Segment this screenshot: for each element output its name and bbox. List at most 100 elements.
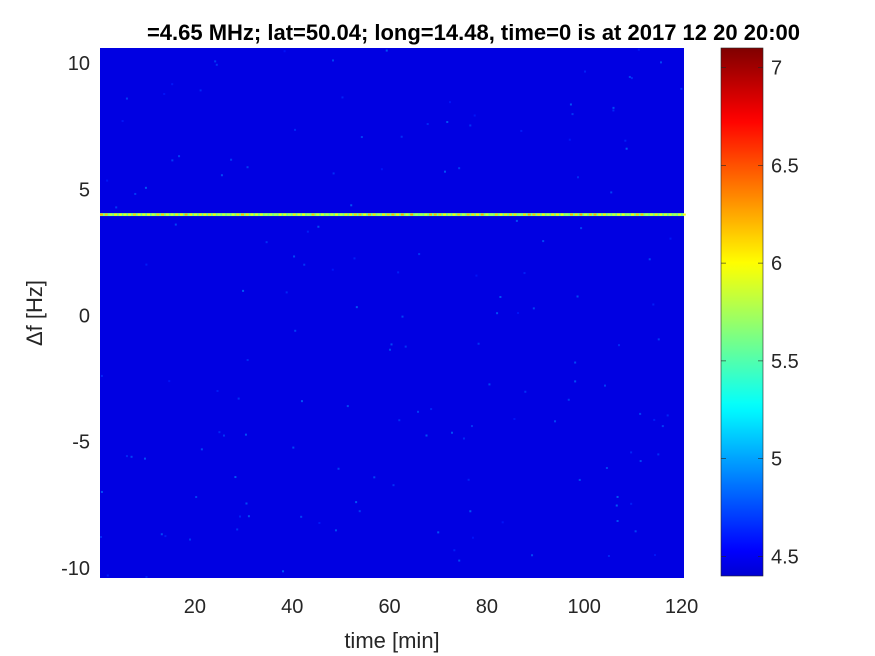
noise-speckle xyxy=(300,400,303,403)
noise-speckle xyxy=(430,408,433,411)
noise-speckle xyxy=(625,147,628,150)
signal-line-segment xyxy=(466,213,470,216)
y-axis-ticks: 10 5 0 -5 -10 xyxy=(61,53,90,580)
noise-speckle xyxy=(657,453,660,456)
noise-speckle xyxy=(222,434,225,437)
signal-line-segment xyxy=(344,213,348,216)
signal-line-segment xyxy=(612,213,616,216)
noise-speckle xyxy=(353,257,356,260)
noise-speckle xyxy=(125,455,128,458)
noise-speckle xyxy=(458,559,461,562)
noise-speckle xyxy=(610,191,613,194)
signal-line-segment xyxy=(194,213,197,216)
signal-line-segment xyxy=(485,213,489,216)
signal-line-segment xyxy=(283,213,287,216)
signal-line-segment xyxy=(156,213,160,216)
noise-speckle xyxy=(524,390,527,393)
noise-speckle xyxy=(293,255,296,258)
signal-line-segment xyxy=(584,213,588,216)
noise-speckle xyxy=(237,397,240,400)
noise-speckle xyxy=(294,329,297,332)
noise-speckle xyxy=(265,241,268,244)
signal-line-segment xyxy=(424,213,428,216)
signal-line-segment xyxy=(353,213,357,216)
noise-speckle xyxy=(496,312,499,315)
x-tick-label: 100 xyxy=(568,596,601,618)
noise-speckle xyxy=(446,121,449,124)
colorbar-tick-label: 5 xyxy=(771,449,782,471)
signal-line-segment xyxy=(264,213,268,216)
signal-line-segment xyxy=(546,213,550,216)
signal-line-segment xyxy=(170,213,174,216)
signal-line-segment xyxy=(179,213,183,216)
colorbar-tick-label: 6 xyxy=(771,253,782,275)
signal-line-segment xyxy=(278,213,282,216)
noise-speckle xyxy=(164,535,167,538)
noise-speckle xyxy=(239,515,242,518)
signal-line-segment xyxy=(523,213,526,216)
noise-speckle xyxy=(458,167,461,170)
noise-speckle xyxy=(615,504,618,507)
signal-line-segment xyxy=(433,213,437,216)
noise-speckle xyxy=(390,343,393,346)
noise-speckle xyxy=(246,166,249,169)
noise-speckle xyxy=(332,59,335,62)
signal-line-segment xyxy=(461,213,465,216)
noise-speckle xyxy=(453,549,456,552)
signal-line-segment xyxy=(175,213,179,216)
noise-speckle xyxy=(220,174,223,177)
signal-line-segment xyxy=(391,213,395,216)
signal-line-segment xyxy=(607,213,611,216)
signal-line-segment xyxy=(621,213,625,216)
chart-title: =4.65 MHz; lat=50.04; long=14.48, time=0… xyxy=(147,20,800,45)
noise-speckle xyxy=(246,359,249,362)
noise-speckle xyxy=(513,417,516,420)
noise-speckle xyxy=(121,120,124,123)
signal-line-segment xyxy=(504,213,508,216)
noise-speckle xyxy=(331,268,334,271)
signal-line-segment xyxy=(429,213,432,216)
noise-speckle xyxy=(578,478,581,481)
signal-line-segment xyxy=(255,213,259,216)
signal-line-segment xyxy=(316,213,320,216)
noise-speckle xyxy=(199,89,202,92)
colorbar-tick-label: 6.5 xyxy=(771,155,799,177)
noise-speckle xyxy=(400,135,403,138)
signal-line-segment xyxy=(579,213,583,216)
noise-speckle xyxy=(292,446,295,449)
signal-line-segment xyxy=(259,213,263,216)
noise-speckle xyxy=(145,575,148,578)
noise-speckle xyxy=(168,380,171,383)
signal-line-segment xyxy=(664,213,667,216)
noise-speckle xyxy=(418,253,421,256)
noise-speckle xyxy=(661,425,664,428)
noise-speckle xyxy=(417,410,420,413)
signal-line-segment xyxy=(372,213,376,216)
noise-speckle xyxy=(334,529,337,532)
signal-line-segment xyxy=(165,213,169,216)
signal-line-segment xyxy=(184,213,188,216)
noise-speckle xyxy=(437,531,440,534)
signal-line-segment xyxy=(532,213,536,216)
noise-speckle xyxy=(669,237,672,240)
signal-line-segment xyxy=(673,213,677,216)
noise-speckle xyxy=(657,338,660,341)
noise-speckle xyxy=(571,113,574,116)
x-tick-label: 120 xyxy=(665,596,698,618)
noise-speckle xyxy=(515,219,518,222)
noise-speckle xyxy=(477,342,480,345)
signal-line-segment xyxy=(208,213,212,216)
noise-speckle xyxy=(171,159,174,162)
noise-speckle xyxy=(616,495,619,498)
x-tick-label: 80 xyxy=(476,596,498,618)
noise-speckle xyxy=(652,303,655,306)
noise-speckle xyxy=(242,289,245,292)
signal-line-segment xyxy=(118,213,122,216)
noise-speckle xyxy=(234,476,237,479)
signal-line-segment xyxy=(640,213,644,216)
signal-line-segment xyxy=(306,213,310,216)
signal-line-segment xyxy=(588,213,592,216)
noise-speckle xyxy=(230,158,233,161)
signal-line-segment xyxy=(114,213,118,216)
signal-line-segment xyxy=(217,213,221,216)
